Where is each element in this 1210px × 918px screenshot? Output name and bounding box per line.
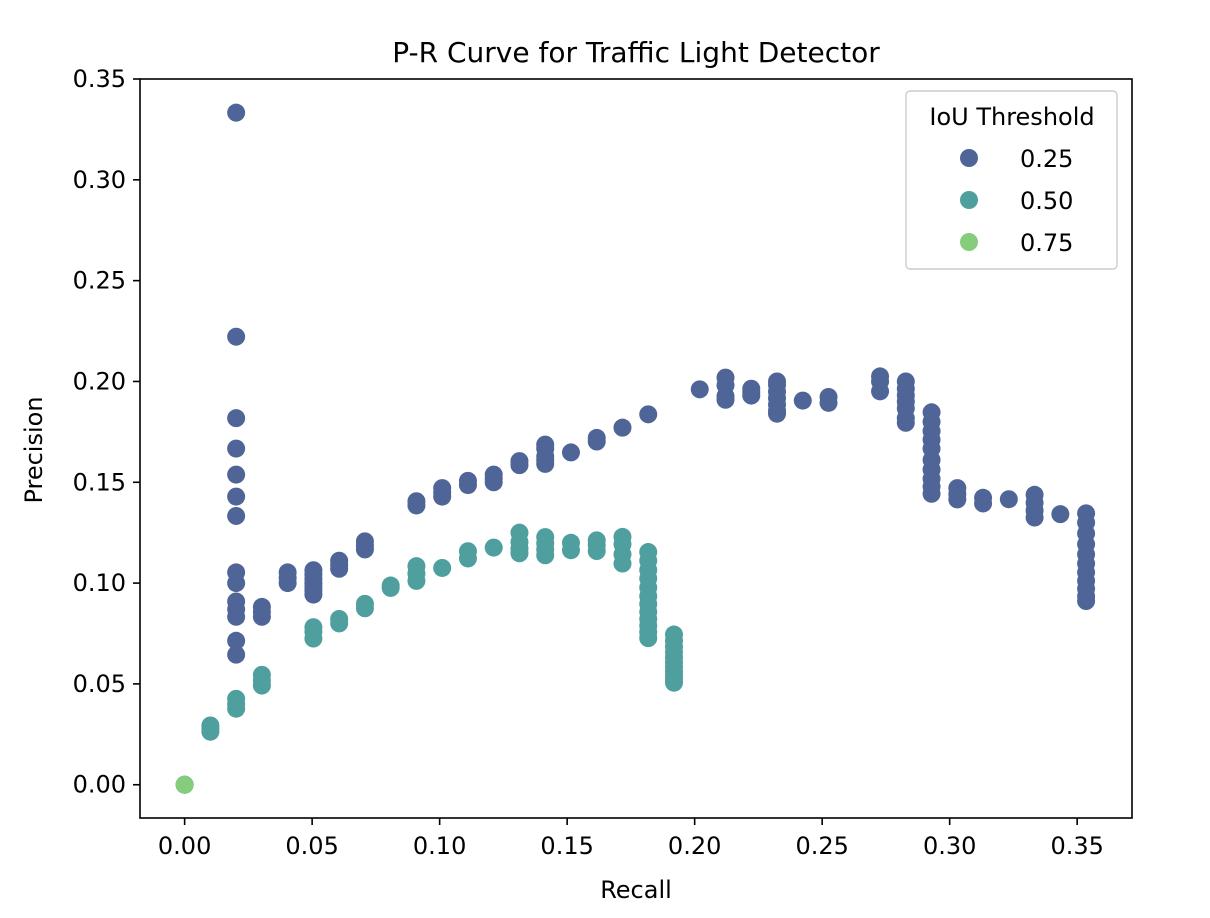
x-tick-label: 0.05 <box>285 832 338 860</box>
y-tick-label: 0.35 <box>73 65 126 93</box>
data-point <box>896 413 915 432</box>
x-tick-label: 0.25 <box>795 832 848 860</box>
x-tick-label: 0.30 <box>923 832 976 860</box>
data-point <box>278 574 297 593</box>
legend-entries: 0.25 0.50 0.75 <box>960 145 1073 257</box>
data-point <box>304 629 323 648</box>
y-tick-label: 0.10 <box>73 569 126 597</box>
data-point <box>227 631 246 650</box>
data-point <box>484 473 503 492</box>
legend-label: 0.75 <box>1020 229 1073 257</box>
data-point <box>227 699 246 718</box>
data-point <box>433 487 452 506</box>
data-point <box>536 454 555 473</box>
x-tick-label: 0.35 <box>1050 832 1103 860</box>
data-point <box>742 386 761 405</box>
legend-label: 0.50 <box>1020 187 1073 215</box>
data-point <box>227 409 246 428</box>
data-point <box>716 390 735 409</box>
data-point <box>561 443 580 462</box>
data-point <box>768 404 787 423</box>
data-point <box>227 327 246 346</box>
data-point <box>227 439 246 458</box>
data-point <box>639 629 658 648</box>
data-point <box>922 484 941 503</box>
x-tick-label: 0.15 <box>540 832 593 860</box>
data-point <box>227 487 246 506</box>
data-point <box>458 476 477 495</box>
points-layer <box>175 103 1096 794</box>
data-point <box>227 103 246 122</box>
data-point <box>510 456 529 475</box>
x-tick-label: 0.10 <box>413 832 466 860</box>
y-tick-label: 0.15 <box>73 468 126 496</box>
data-point <box>433 558 452 577</box>
y-axis: 0.00 0.05 0.10 0.15 0.20 0.25 0.30 0.35 <box>73 65 140 799</box>
data-point <box>252 607 271 626</box>
series-0 <box>175 103 1096 794</box>
data-point <box>355 540 374 559</box>
x-axis: 0.00 0.05 0.10 0.15 0.20 0.25 0.30 0.35 <box>158 818 1104 860</box>
data-point <box>252 676 271 695</box>
data-point <box>587 542 606 561</box>
data-point <box>948 490 967 509</box>
y-tick-label: 0.20 <box>73 367 126 395</box>
data-point <box>819 393 838 412</box>
data-point <box>690 380 709 399</box>
data-point <box>484 538 503 557</box>
y-axis-label: Precision <box>20 396 48 503</box>
y-tick-label: 0.00 <box>73 771 126 799</box>
legend-label: 0.25 <box>1020 145 1073 173</box>
x-axis-label: Recall <box>600 876 672 904</box>
data-point <box>613 418 632 437</box>
legend-box <box>905 90 1118 270</box>
data-point <box>536 546 555 565</box>
data-point <box>227 645 246 664</box>
legend-marker <box>960 191 978 209</box>
data-point <box>974 494 993 513</box>
data-point <box>613 554 632 573</box>
x-tick-label: 0.20 <box>668 832 721 860</box>
legend-marker <box>960 149 978 167</box>
data-point <box>355 599 374 618</box>
data-point <box>330 559 349 578</box>
data-point <box>407 571 426 590</box>
data-point <box>999 490 1018 509</box>
data-point <box>1051 505 1070 524</box>
legend-marker <box>960 233 978 251</box>
data-point <box>664 673 683 692</box>
data-point <box>639 405 658 424</box>
y-tick-label: 0.30 <box>73 166 126 194</box>
data-point <box>330 614 349 633</box>
data-point <box>793 391 812 410</box>
data-point <box>227 607 246 626</box>
data-point <box>1077 592 1096 611</box>
data-point <box>407 496 426 515</box>
legend: IoU Threshold 0.25 0.50 0.75 <box>905 90 1118 270</box>
data-point <box>201 722 220 741</box>
data-point <box>510 544 529 563</box>
data-point <box>1025 508 1044 527</box>
data-point <box>175 775 194 794</box>
data-point <box>227 506 246 525</box>
plot-frame <box>139 78 1133 819</box>
x-tick-label: 0.00 <box>158 832 211 860</box>
data-point <box>587 432 606 451</box>
y-tick-label: 0.05 <box>73 670 126 698</box>
data-point <box>871 382 890 401</box>
data-point <box>227 465 246 484</box>
y-tick-label: 0.25 <box>73 267 126 295</box>
legend-title: IoU Threshold <box>929 103 1094 131</box>
data-point <box>458 549 477 568</box>
series-2 <box>175 775 194 794</box>
data-point <box>227 574 246 593</box>
chart-title: P-R Curve for Traffic Light Detector <box>392 36 880 69</box>
data-point <box>381 578 400 597</box>
data-point <box>561 541 580 560</box>
data-point <box>304 585 323 604</box>
